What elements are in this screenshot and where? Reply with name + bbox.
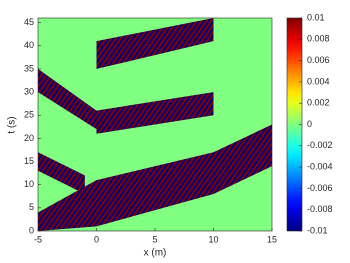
y-tick-label: 10 [24,179,34,189]
colorbar-tick-label: -0.002 [307,140,333,150]
wave-band [38,68,97,130]
colorbar-tick-label: 0.002 [307,98,330,108]
wave-band [96,18,214,69]
y-tick-label: 15 [24,156,34,166]
colorbar-tick-label: -0.006 [307,183,333,193]
colorbar-tick-label: 0.006 [307,55,330,65]
x-tick-label: 10 [208,234,218,244]
y-tick-label: 35 [24,63,34,73]
colorbar [287,18,302,231]
colorbar-tick-label: 0.008 [307,34,330,44]
x-tick-label: 15 [267,234,277,244]
x-tick-label: 0 [94,234,99,244]
y-tick-label: 40 [24,40,34,50]
wave-band [38,152,85,194]
y-tick-label: 30 [24,86,34,96]
wave-band [38,124,272,231]
y-axis-label: t (s) [7,116,18,133]
x-tick-label: 5 [152,234,157,244]
colorbar-tick-label: -0.004 [307,161,333,171]
y-tick-label: 45 [24,17,34,27]
colorbar-tick-label: 0 [307,119,312,129]
colorbar-tick-label: 0.01 [307,12,325,22]
plot-area [38,18,272,231]
x-axis-label: x (m) [144,248,167,259]
y-tick-label: 20 [24,133,34,143]
wave-band [96,92,214,134]
y-tick-label: 0 [29,225,34,235]
colorbar-tick-label: 0.004 [307,76,330,86]
x-tick-label: -5 [34,234,42,244]
colorbar-tick-label: -0.008 [307,204,333,214]
colorbar-tick-label: -0.01 [307,225,328,235]
y-tick-label: 25 [24,110,34,120]
y-tick-label: 5 [29,202,34,212]
